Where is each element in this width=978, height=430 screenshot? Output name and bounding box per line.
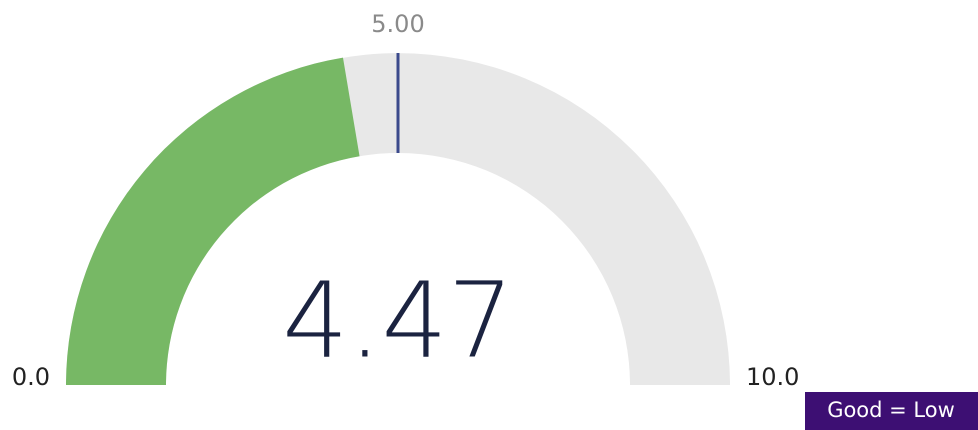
annotation: Good = Low xyxy=(827,398,955,422)
gauge-value: 4.47 xyxy=(282,259,514,381)
annotation-badge xyxy=(805,392,978,430)
gauge-bar xyxy=(66,57,360,385)
tick-label: 10.0 xyxy=(746,363,799,391)
target-label: 5.00 xyxy=(371,10,424,38)
tick-label: 0.0 xyxy=(12,363,50,391)
